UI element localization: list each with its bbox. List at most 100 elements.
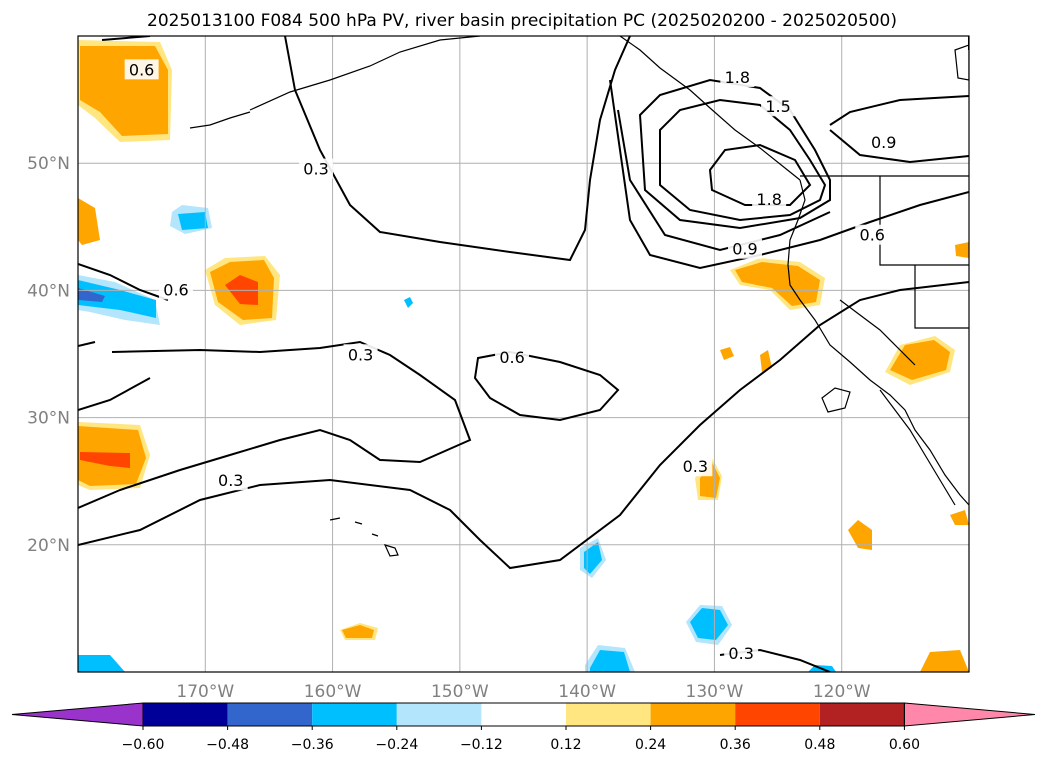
island-2 [954, 44, 969, 81]
shade-orange-e35-core [890, 340, 950, 380]
contour-0.3-north [284, 36, 631, 262]
contour-label-12: 0.3 [678, 456, 713, 477]
alaska-panhandle [619, 36, 801, 181]
contour-label-text: 0.3 [303, 160, 328, 179]
baja-coast [879, 389, 956, 506]
alaska-coast [249, 36, 481, 111]
shade-orange-w45 [78, 198, 100, 245]
colorbar-bin-2 [312, 703, 397, 726]
contour-0.3-south [78, 281, 969, 570]
colorbar-extend-min [11, 702, 144, 727]
colorbar-bin-4 [481, 703, 566, 726]
shade-blue-w40-dark [78, 288, 105, 302]
shade-red-w27 [80, 452, 130, 468]
contour-0.3-mid [78, 340, 472, 509]
x-tick-label-5: 120°W [813, 682, 871, 702]
shade-orange-dot2 [760, 350, 772, 372]
shade-blue-w46-core [178, 212, 208, 230]
contour-label-1: 0.3 [213, 470, 248, 491]
contour-label-text: 0.9 [732, 240, 757, 259]
shade-blue-s19-core [584, 542, 602, 574]
contour-0.6-west [78, 263, 169, 301]
contour-0.6-central [473, 350, 620, 422]
contour-label-8: 1.8 [752, 189, 787, 210]
contour-label-6: 1.8 [720, 66, 755, 87]
contour-label-text: 1.5 [765, 97, 790, 116]
y-tick-label-3: 50°N [27, 154, 70, 174]
shade-orange-s12-core [342, 625, 374, 638]
chart-title: 2025013100 F084 500 hPa PV, river basin … [147, 11, 897, 31]
x-tick-label-0: 170°W [176, 682, 234, 702]
map-panel: 0.6 0.3 0.3 0.6 0.3 0.6 1.8 1.5 1.8 0.9 0.6 0.9 0.3 0… [78, 36, 969, 672]
map-frame [77, 35, 970, 673]
colorbar-bin-6 [650, 703, 736, 726]
colorbar-tick-label-5: 0.12 [550, 737, 581, 753]
shade-orange-se10 [920, 650, 969, 672]
state-border-1 [879, 176, 969, 266]
contour-label-text: 0.6 [860, 226, 885, 245]
colorbar-bin-0 [143, 703, 228, 726]
pv-contours [78, 36, 969, 672]
contour-label-text: 0.6 [163, 280, 188, 299]
contour-label-4: 0.3 [343, 344, 378, 365]
contour-label-text: 0.3 [218, 471, 243, 490]
colorbar-tick-label-0: −0.60 [122, 737, 165, 753]
colorbar-bin-8 [819, 703, 905, 726]
shade-orange-coast40-core [735, 262, 820, 306]
contour-label-7: 1.5 [761, 96, 796, 117]
contour-label-text: 0.3 [683, 457, 708, 476]
y-tick-label-0: 20°N [27, 536, 70, 556]
contour-label-13: 0.3 [724, 643, 759, 664]
shade-orange-s21 [848, 520, 872, 550]
contour-0.9-ne [829, 95, 969, 164]
contour-label-0: 0.6 [124, 59, 159, 80]
state-border-3 [839, 299, 916, 366]
contour-label-3: 0.6 [159, 279, 194, 300]
contour-labels: 0.6 0.3 0.3 0.6 0.3 0.6 1.8 1.5 1.8 0.9 0.6 0.9 0.3 0… [124, 59, 901, 664]
shade-blue-w40-core [78, 280, 156, 318]
colorbar-tick-label-1: −0.48 [206, 737, 249, 753]
colorbar-tick-label-3: −0.24 [375, 737, 418, 753]
contour-label-5: 0.6 [495, 346, 530, 367]
contour-label-11: 0.9 [866, 131, 901, 152]
aleutian-islands [189, 111, 251, 129]
colorbar-tick-label-2: −0.36 [291, 737, 334, 753]
shade-blue-s10-core [590, 650, 630, 672]
latitude-labels: 20°N 30°N 40°N 50°N [27, 154, 70, 556]
contour-label-text: 0.9 [871, 133, 896, 152]
colorbar-bin-3 [396, 703, 482, 726]
shade-orange-s25-core [700, 462, 720, 498]
colorbar-bin-1 [227, 703, 313, 726]
colorbar-tick-label-8: 0.48 [804, 737, 835, 753]
longitude-labels: 170°W 160°W 150°W 140°W 130°W 120°W [176, 682, 870, 702]
contour-label-10: 0.6 [855, 224, 890, 245]
y-tick-label-2: 40°N [27, 281, 70, 301]
us-west-coast [787, 264, 969, 506]
x-tick-label-1: 160°W [304, 682, 362, 702]
state-border-2 [914, 265, 969, 329]
colorbar: −0.60 −0.48 −0.36 −0.24 −0.12 0.12 0.24 0.36 0.4… [11, 702, 1036, 753]
contour-0.9-ring [638, 78, 831, 230]
precipitation-pc-shading [78, 40, 969, 672]
contour-label-2: 0.3 [299, 158, 334, 179]
colorbar-bin-5 [566, 703, 651, 726]
y-tick-label-1: 30°N [27, 409, 70, 429]
contour-0.9-low [617, 109, 831, 252]
contour-label-9: 0.9 [727, 238, 762, 259]
colorbar-extend-max [903, 702, 1036, 727]
colorbar-tick-label-7: 0.36 [720, 737, 751, 753]
colorbar-frame [142, 702, 905, 727]
contour-label-text: 1.8 [725, 68, 750, 87]
shade-orange-dot1 [720, 347, 734, 360]
contour-label-text: 1.8 [756, 190, 781, 209]
coastlines [189, 36, 969, 557]
colorbar-tick-label-6: 0.24 [635, 737, 666, 753]
contour-label-text: 0.6 [499, 348, 524, 367]
contour-label-text: 0.6 [129, 60, 154, 79]
contour-1.8 [708, 143, 812, 206]
shade-orange-se [950, 510, 969, 525]
hawaii-islands [329, 517, 399, 557]
island-1 [821, 387, 851, 413]
x-tick-label-3: 140°W [558, 682, 616, 702]
